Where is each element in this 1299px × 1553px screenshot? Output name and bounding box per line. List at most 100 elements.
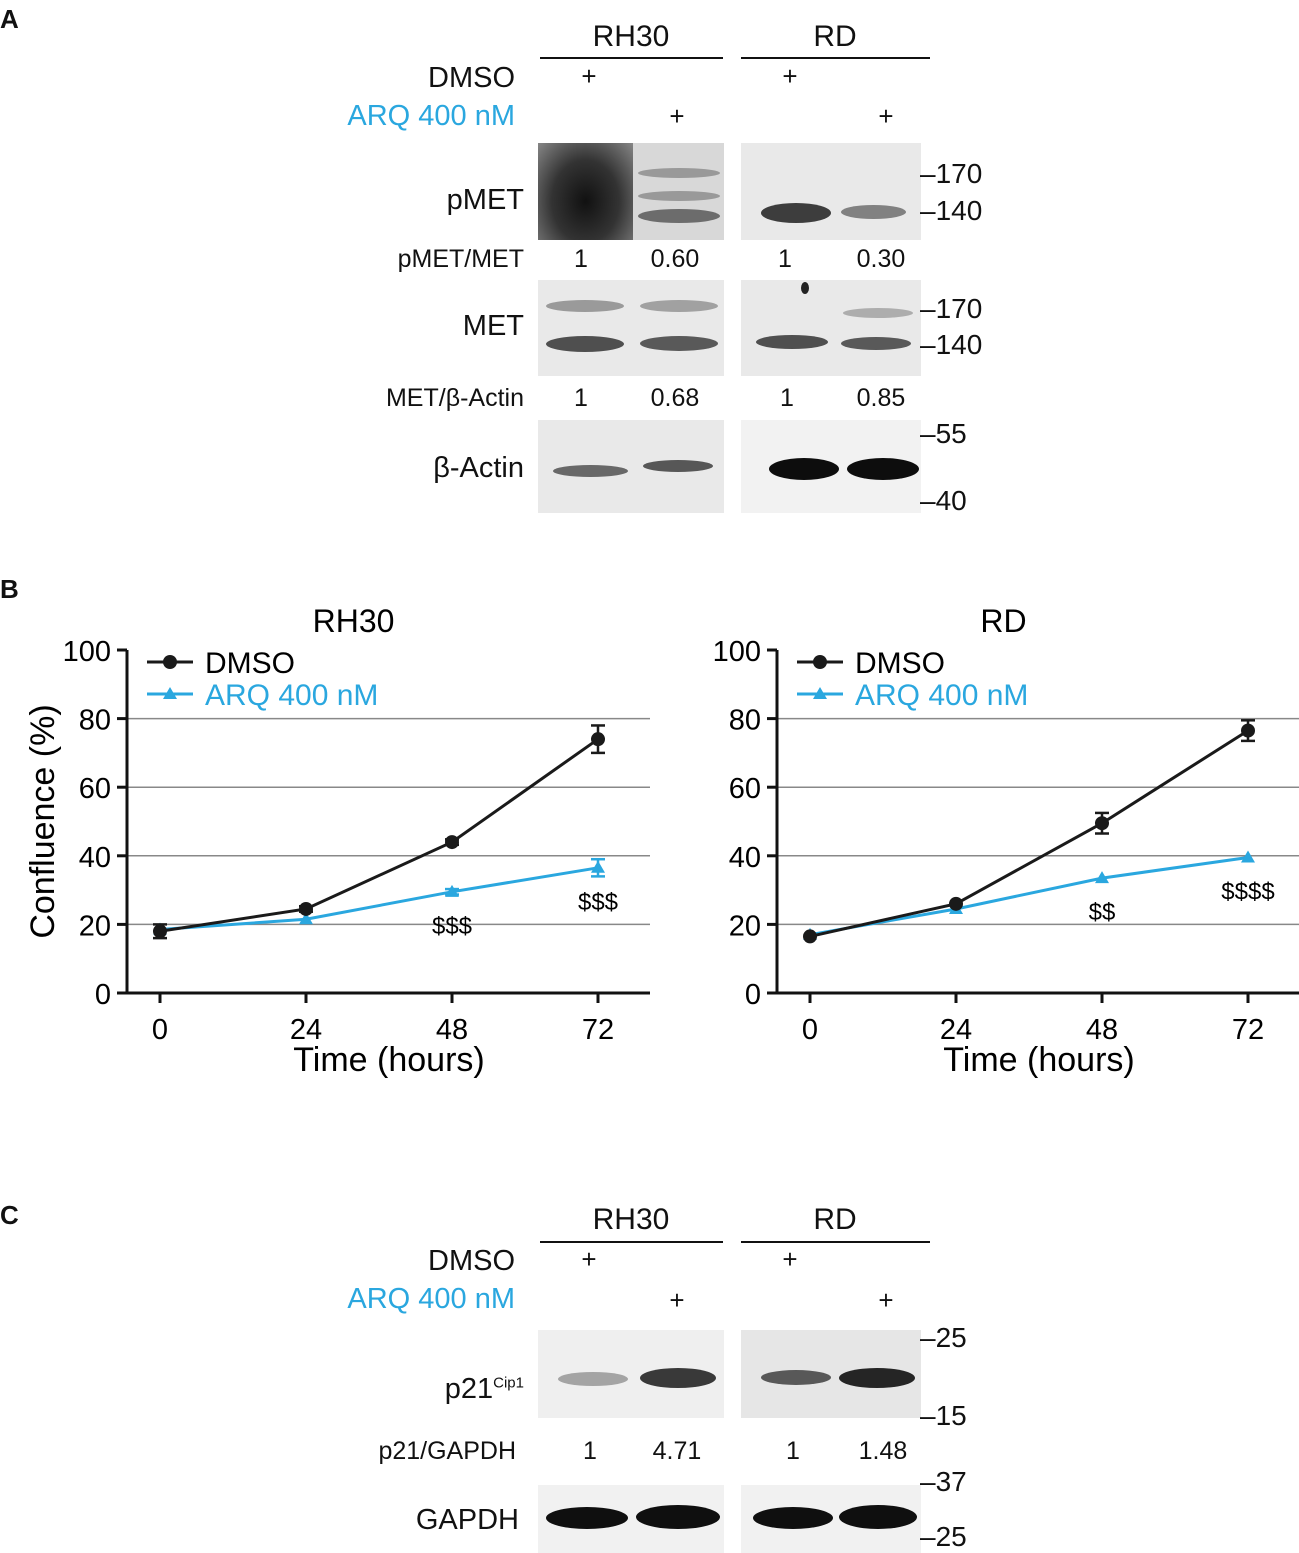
rh30-legend-label-dmso: DMSO	[205, 647, 295, 680]
rd-x-tick-label: 24	[940, 1014, 972, 1046]
rh30-header: RH30	[592, 20, 670, 53]
rh30-x-tick-label: 0	[152, 1014, 168, 1046]
rh30-y-tick-label: 40	[79, 842, 111, 874]
rd-x-axis-label: Time (hours)	[943, 1041, 1134, 1079]
arq-label: ARQ 400 nM	[347, 100, 515, 132]
pmet-marker-170: –170	[920, 158, 983, 189]
c-plus-dmso-rh30: +	[581, 1244, 597, 1274]
c-rh30-header: RH30	[592, 1203, 670, 1236]
actin-marker-40: –40	[920, 485, 967, 516]
rh30-y-tick-label: 0	[95, 979, 111, 1011]
pmet-blot-rd	[741, 143, 921, 240]
rd-chart-title: RD	[980, 603, 1026, 639]
rh30-x-axis-label: Time (hours)	[293, 1041, 484, 1079]
gapdh-marker-25: –25	[920, 1521, 967, 1552]
rd-series-line-dmso	[809, 729, 1249, 938]
p21-ratio-rd-arq: 1.48	[858, 1437, 908, 1465]
rd-y-tick-label: 0	[745, 979, 761, 1011]
p21-marker-15: –15	[920, 1400, 967, 1431]
rh30-legend-label-arq: ARQ 400 nM	[205, 679, 378, 712]
rh30-x-tick-label: 72	[582, 1014, 614, 1046]
met-ratio-rh30-arq: 0.68	[650, 384, 700, 412]
p21-marker-25: –25	[920, 1322, 967, 1353]
c-dmso-label: DMSO	[428, 1245, 515, 1277]
gapdh-marker-37: –37	[920, 1466, 967, 1497]
c-arq-label: ARQ 400 nM	[347, 1283, 515, 1315]
pmet-ratio-rd-dmso: 1	[778, 245, 792, 273]
pmet-blot-rh30	[538, 143, 724, 240]
panel-a-letter: A	[0, 4, 19, 34]
plus-dmso-rh30: +	[581, 61, 597, 91]
rh30-significance-label: $$$	[432, 913, 472, 940]
rh30-y-tick-label: 20	[79, 910, 111, 942]
pmet-ratio-rh30-dmso: 1	[574, 245, 588, 273]
rh30-point-dmso	[299, 901, 313, 916]
rh30-y-tick-label: 60	[79, 773, 111, 805]
rh30-point-arq	[591, 860, 605, 873]
plus-arq-rd: +	[878, 101, 894, 131]
p21-ratio-label: p21/GAPDH	[378, 1437, 516, 1465]
c-plus-arq-rd: +	[878, 1285, 894, 1315]
dmso-label: DMSO	[428, 62, 515, 94]
rh30-significance-label: $$$	[578, 889, 618, 916]
rh30-point-dmso	[591, 732, 605, 747]
rh30-y-tick-label: 80	[79, 705, 111, 737]
rd-significance-label: $$$$	[1221, 879, 1274, 906]
p21-blot-rh30	[538, 1330, 724, 1418]
rd-point-dmso	[803, 929, 817, 944]
rd-y-tick-label: 40	[729, 842, 761, 874]
rd-x-tick-label: 72	[1232, 1014, 1264, 1046]
pmet-ratio-label: pMET/MET	[397, 245, 524, 273]
rd-legend-label-dmso: DMSO	[855, 647, 945, 680]
rd-series-line-arq	[809, 856, 1249, 937]
chart-rh30: RH30 0 20 40 60 80 100 0 24 48 72 Time (hours) Confl…	[24, 603, 650, 1079]
pmet-marker-140: –140	[920, 195, 983, 226]
p21-label: p21Cip1	[444, 1373, 524, 1405]
met-ratio-label: MET/β-Actin	[385, 384, 524, 412]
met-marker-170: –170	[920, 293, 983, 324]
pmet-label: pMET	[446, 184, 524, 216]
rd-header-line	[741, 57, 930, 59]
p21-ratio-rh30-dmso: 1	[583, 1437, 597, 1465]
panel-b-letter: B	[0, 574, 19, 604]
panel-c-letter: C	[0, 1200, 19, 1230]
p21-blot-rd	[741, 1330, 921, 1418]
p21-ratio-rd-dmso: 1	[786, 1437, 800, 1465]
actin-blot-rh30	[538, 420, 724, 513]
c-rd-header-line	[741, 1241, 930, 1243]
c-plus-arq-rh30: +	[669, 1285, 685, 1315]
met-ratio-rd-arq: 0.85	[856, 384, 906, 412]
rd-legend-label-arq: ARQ 400 nM	[855, 679, 1028, 712]
c-rh30-header-line	[540, 1241, 723, 1243]
pmet-ratio-rd-arq: 0.30	[856, 245, 906, 273]
rh30-legend-marker-arq	[163, 687, 177, 699]
rh30-point-arq	[445, 884, 459, 897]
met-blot-rh30	[538, 280, 724, 376]
rd-y-tick-label: 100	[713, 636, 761, 668]
rh30-x-tick-label: 24	[290, 1014, 322, 1046]
rh30-x-tick-label: 48	[436, 1014, 468, 1046]
c-rd-header: RD	[813, 1203, 857, 1236]
met-ratio-rd-dmso: 1	[780, 384, 794, 412]
plus-dmso-rd: +	[782, 61, 798, 91]
gapdh-blot-rd	[741, 1485, 921, 1553]
actin-blot-rd	[741, 420, 921, 513]
rd-point-dmso	[949, 896, 963, 911]
rh30-point-dmso	[153, 924, 167, 939]
gapdh-label: GAPDH	[415, 1504, 519, 1536]
actin-marker-55: –55	[920, 418, 967, 449]
actin-label: β-Actin	[433, 452, 524, 484]
rd-significance-label: $$	[1089, 899, 1116, 926]
rd-point-dmso	[1241, 723, 1255, 738]
met-marker-140: –140	[920, 329, 983, 360]
rd-point-arq	[1241, 850, 1255, 863]
rd-y-tick-label: 20	[729, 910, 761, 942]
met-ratio-rh30-dmso: 1	[574, 384, 588, 412]
rh30-header-line	[540, 57, 723, 59]
rh30-series-line-dmso	[159, 737, 599, 933]
rd-y-tick-label: 80	[729, 705, 761, 737]
rh30-legend-marker-dmso	[163, 655, 177, 669]
gapdh-blot-rh30	[538, 1485, 724, 1553]
rd-x-tick-label: 0	[802, 1014, 818, 1046]
